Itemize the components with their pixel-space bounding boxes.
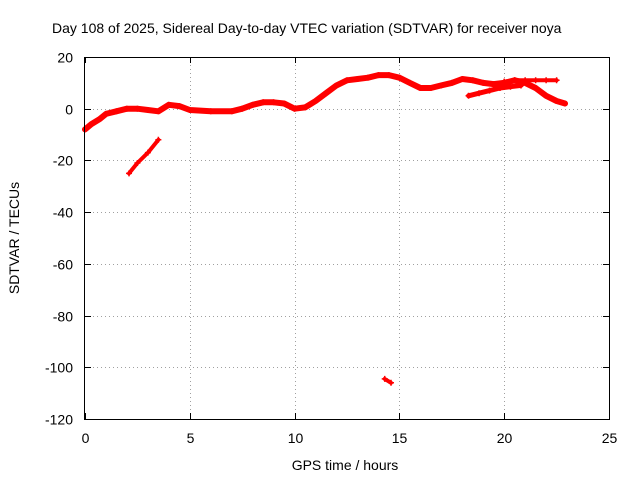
data-point: [532, 85, 539, 92]
data-point: [281, 100, 288, 107]
data-point: [270, 99, 277, 106]
y-tick-label: -120: [45, 412, 73, 428]
data-point: [323, 90, 330, 97]
data-point: [312, 97, 319, 104]
data-point: [239, 105, 246, 112]
y-tick-label: 20: [57, 50, 73, 66]
data-point: [88, 121, 95, 128]
data-point: [448, 79, 455, 86]
data-point: [375, 72, 382, 79]
data-point: [507, 83, 514, 90]
x-axis-label: GPS time / hours: [292, 457, 399, 473]
series-line-main-band: [82, 72, 568, 133]
data-point: [511, 77, 518, 84]
x-tick-label: 5: [187, 430, 195, 446]
data-point: [134, 160, 141, 167]
data-point: [438, 82, 445, 89]
chart-title: Day 108 of 2025, Sidereal Day-to-day VTE…: [52, 20, 562, 36]
data-point: [522, 77, 529, 84]
data-point: [486, 87, 493, 94]
data-point: [476, 90, 483, 97]
data-point: [354, 75, 361, 82]
data-point: [123, 105, 130, 112]
x-tick-label: 20: [497, 430, 513, 446]
data-point: [553, 77, 560, 84]
data-point: [497, 85, 504, 92]
data-point: [553, 97, 560, 104]
data-point: [396, 74, 403, 81]
data-point: [144, 107, 151, 114]
data-point: [113, 108, 120, 115]
series-main-band: [82, 72, 568, 133]
data-point: [532, 77, 539, 84]
data-point: [165, 101, 172, 108]
data-point: [186, 107, 193, 114]
data-point: [207, 108, 214, 115]
y-tick-label: 0: [65, 102, 73, 118]
data-point: [543, 92, 550, 99]
x-tick-label: 15: [392, 430, 408, 446]
data-point: [155, 108, 162, 115]
series-layer: [82, 72, 568, 386]
y-tick-label: -80: [53, 309, 73, 325]
x-tick-label: 0: [82, 430, 90, 446]
grid-lines: [85, 57, 609, 419]
data-point: [333, 82, 340, 89]
data-point: [561, 100, 568, 107]
data-point: [459, 75, 466, 82]
data-point: [228, 108, 235, 115]
data-point: [427, 85, 434, 92]
data-point: [543, 77, 550, 84]
data-point: [381, 375, 388, 382]
data-point: [302, 104, 309, 111]
data-point: [417, 85, 424, 92]
data-point: [126, 170, 133, 177]
data-point: [385, 72, 392, 79]
x-tick-label: 25: [602, 430, 618, 446]
y-tick-label: -100: [45, 360, 73, 376]
y-tick-label: -20: [53, 153, 73, 169]
data-point: [134, 105, 141, 112]
tick-labels: -120 -100 -80 -60 -40 -20 0 20 0 5 10 15 20 25: [45, 50, 618, 447]
data-point: [249, 101, 256, 108]
data-point: [388, 379, 395, 386]
data-point: [155, 136, 162, 143]
series-line-descending-arc: [127, 137, 161, 176]
data-point: [176, 103, 183, 110]
plot-frame: [84, 57, 610, 420]
data-point: [260, 99, 267, 106]
data-point: [364, 74, 371, 81]
y-tick-label: -40: [53, 205, 73, 221]
data-point: [102, 110, 109, 117]
axis-ticks: [85, 57, 610, 420]
series-descending-arc: [126, 136, 162, 177]
data-point: [406, 79, 413, 86]
data-point: [469, 77, 476, 84]
y-axis-label: SDTVAR / TECUs: [6, 182, 22, 294]
y-tick-label: -60: [53, 257, 73, 273]
x-tick-label: 10: [288, 430, 304, 446]
data-point: [96, 116, 103, 123]
data-point: [517, 82, 524, 89]
data-point: [480, 79, 487, 86]
data-point: [501, 78, 508, 85]
data-point: [291, 105, 298, 112]
data-point: [344, 77, 350, 84]
series-lower-branch: [465, 82, 524, 99]
series-outlier: [381, 375, 395, 386]
data-point: [465, 92, 472, 99]
data-point: [144, 149, 151, 156]
